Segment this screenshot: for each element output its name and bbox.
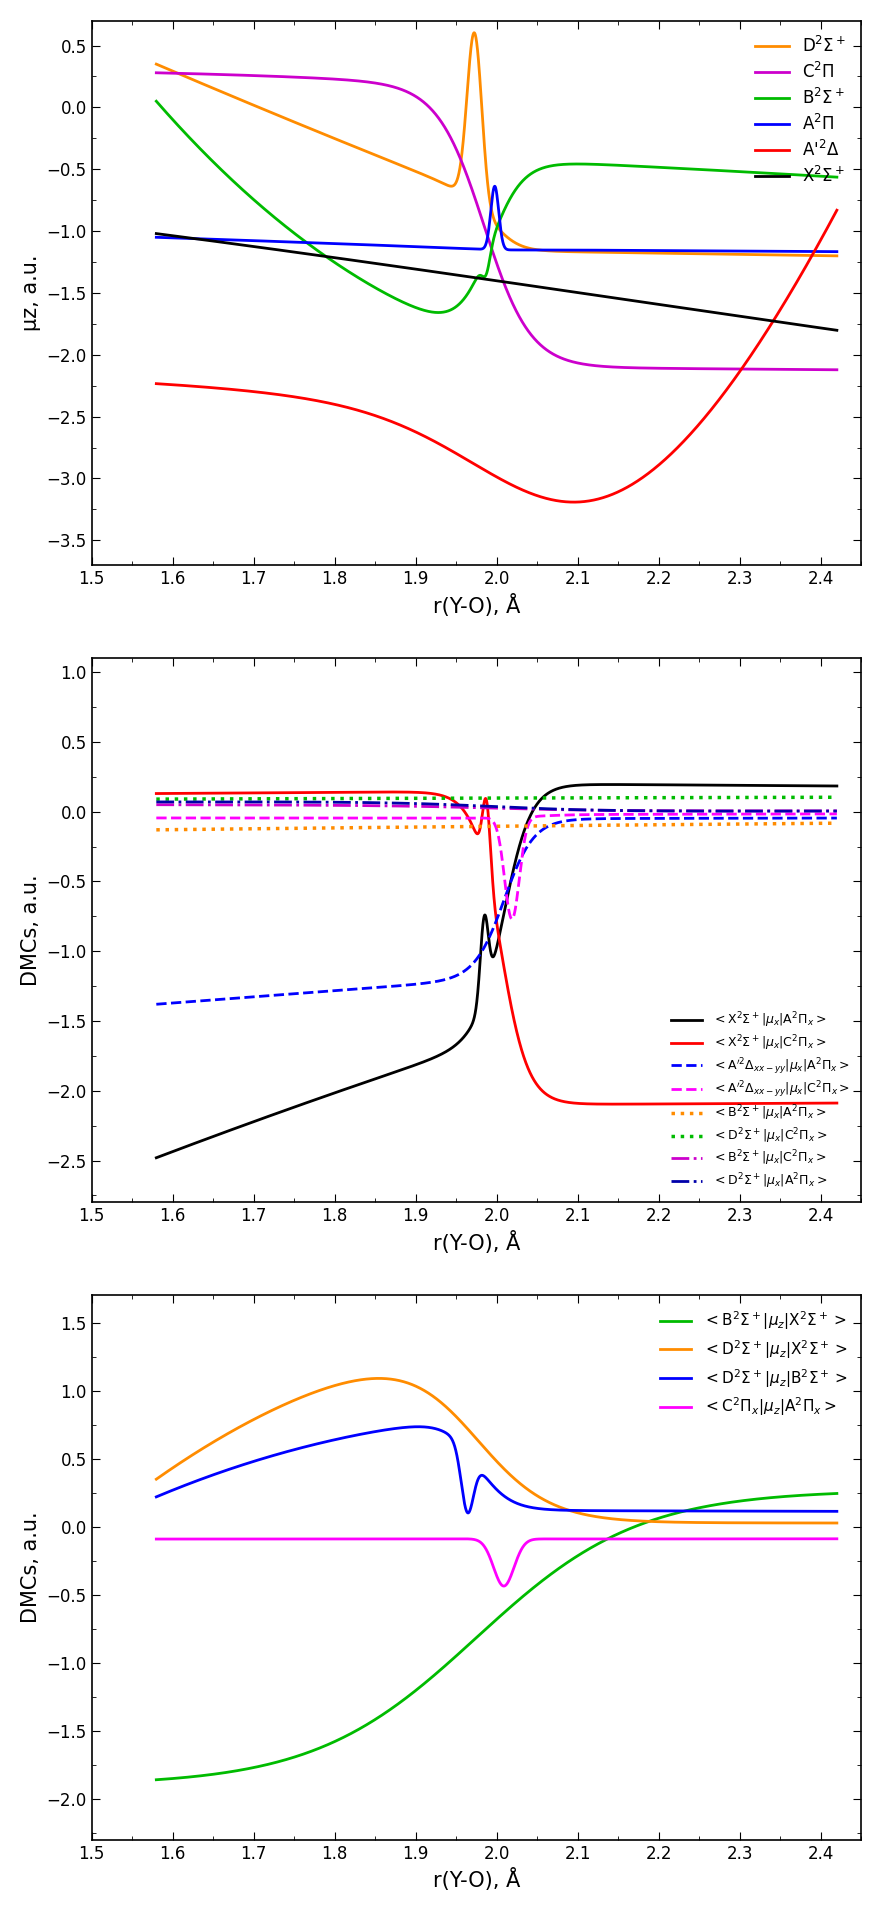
Legend: D$^2\Sigma^+$, C$^2\Pi$, B$^2\Sigma^+$, A$^2\Pi$, A'$^2\Delta$, X$^2\Sigma^+$: D$^2\Sigma^+$, C$^2\Pi$, B$^2\Sigma^+$, … <box>749 29 853 193</box>
Y-axis label: DMCs, a.u.: DMCs, a.u. <box>21 1512 41 1623</box>
Legend: $<$B$^2\Sigma^+|\mu_z|$X$^2\Sigma^+>$, $<$D$^2\Sigma^+|\mu_z|$X$^2\Sigma^+>$, $<: $<$B$^2\Sigma^+|\mu_z|$X$^2\Sigma^+>$, $… <box>654 1304 854 1424</box>
Y-axis label: μz, a.u.: μz, a.u. <box>21 254 41 331</box>
X-axis label: r(Y-O), Å: r(Y-O), Å <box>433 1868 520 1891</box>
X-axis label: r(Y-O), Å: r(Y-O), Å <box>433 593 520 616</box>
Y-axis label: DMCs, a.u.: DMCs, a.u. <box>21 874 41 987</box>
X-axis label: r(Y-O), Å: r(Y-O), Å <box>433 1231 520 1254</box>
Legend: $<$X$^2\Sigma^+|\mu_x|$A$^2\Pi_x>$, $<$X$^2\Sigma^+|\mu_x|$C$^2\Pi_x>$, $<$A$^{\: $<$X$^2\Sigma^+|\mu_x|$A$^2\Pi_x>$, $<$X… <box>666 1006 855 1197</box>
